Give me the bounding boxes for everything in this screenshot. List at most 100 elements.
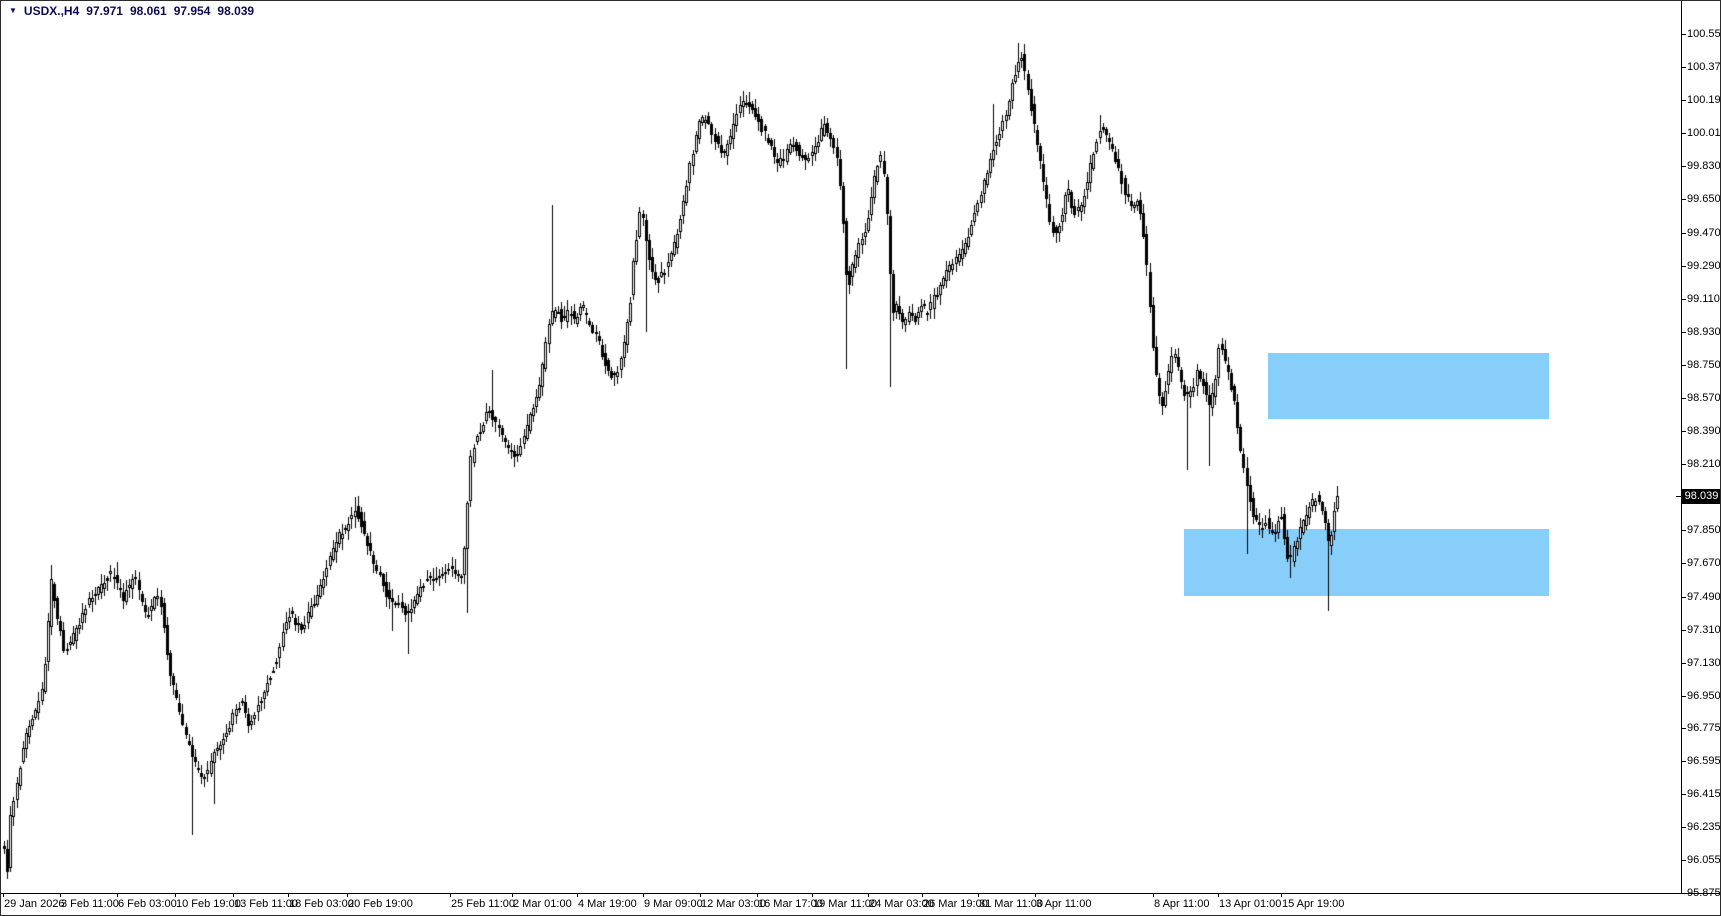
time-tick-label: 31 Mar 11:00 [979, 898, 1044, 910]
price-tick-mark [1681, 663, 1686, 664]
price-tick-mark [1681, 133, 1686, 134]
price-tick-mark [1681, 34, 1686, 35]
time-tick-label: 8 Apr 11:00 [1154, 898, 1210, 910]
price-tick-label: 99.650 [1687, 193, 1721, 205]
price-tick-mark [1681, 67, 1686, 68]
time-tick-label: 4 Mar 19:00 [578, 898, 637, 910]
price-tick-label: 96.950 [1687, 690, 1721, 702]
time-tick-label: 18 Feb 03:00 [289, 898, 354, 910]
time-tick-label: 6 Feb 03:00 [118, 898, 177, 910]
price-tick-label: 97.310 [1687, 624, 1721, 636]
time-tick-label: 26 Mar 19:00 [923, 898, 988, 910]
time-tick-mark [233, 893, 234, 897]
time-tick-label: 19 Mar 11:00 [813, 898, 878, 910]
time-tick-mark [3, 893, 4, 897]
price-tick-label: 99.830 [1687, 160, 1721, 172]
price-tick-mark [1681, 827, 1686, 828]
price-tick-label: 98.570 [1687, 392, 1721, 404]
price-tick-mark [1681, 166, 1686, 167]
time-tick-label: 25 Feb 11:00 [451, 898, 516, 910]
time-tick-mark [978, 893, 979, 897]
price-tick-mark [1681, 233, 1686, 234]
time-tick-mark [868, 893, 869, 897]
price-tick-mark [1681, 398, 1686, 399]
price-tick-label: 96.055 [1687, 854, 1721, 866]
dropdown-arrow-icon[interactable]: ▼ [9, 6, 17, 15]
price-axis-line[interactable] [1681, 1, 1682, 893]
price-tick-mark [1681, 597, 1686, 598]
time-tick-mark [1153, 893, 1154, 897]
price-tick-label: 96.595 [1687, 755, 1721, 767]
price-tick-label: 96.235 [1687, 821, 1721, 833]
time-tick-label: 3 Apr 11:00 [1036, 898, 1092, 910]
price-tick-label: 97.490 [1687, 591, 1721, 603]
price-tick-label: 98.930 [1687, 326, 1721, 338]
ohlc-low-value: 97.954 [173, 4, 211, 18]
price-tick-label: 98.750 [1687, 359, 1721, 371]
time-tick-mark [1281, 893, 1282, 897]
price-tick-mark [1681, 563, 1686, 564]
price-tick-mark [1681, 761, 1686, 762]
time-tick-label: 13 Feb 11:00 [234, 898, 299, 910]
price-tick-mark [1681, 728, 1686, 729]
time-tick-mark [450, 893, 451, 897]
price-tick-label: 95.875 [1687, 887, 1721, 899]
price-tick-label: 99.110 [1687, 293, 1720, 305]
price-tick-mark [1681, 696, 1686, 697]
price-tick-mark [1681, 530, 1686, 531]
symbol-period-label: USDX.,H4 [23, 4, 80, 18]
time-tick-mark [922, 893, 923, 897]
time-tick-mark [700, 893, 701, 897]
time-tick-mark [757, 893, 758, 897]
price-tick-label: 98.390 [1687, 425, 1721, 437]
time-tick-mark [347, 893, 348, 897]
ohlc-close-value: 98.039 [217, 4, 255, 18]
time-tick-label: 15 Apr 19:00 [1282, 898, 1345, 910]
time-tick-mark [643, 893, 644, 897]
time-tick-label: 9 Mar 09:00 [644, 898, 703, 910]
price-tick-mark [1681, 199, 1686, 200]
time-tick-mark [288, 893, 289, 897]
time-tick-label: 24 Mar 03:00 [869, 898, 934, 910]
price-tick-label: 96.415 [1687, 788, 1721, 800]
time-tick-mark [812, 893, 813, 897]
time-tick-label: 12 Mar 03:00 [701, 898, 766, 910]
symbol-title: ▼ USDX.,H4 97.971 98.061 97.954 98.039 [9, 4, 254, 18]
price-tick-label: 99.290 [1687, 260, 1721, 272]
time-tick-mark [1035, 893, 1036, 897]
ohlc-high-value: 98.061 [129, 4, 167, 18]
time-tick-mark [117, 893, 118, 897]
price-tick-mark [1681, 365, 1686, 366]
price-tick-mark [1681, 100, 1686, 101]
price-tick-label: 100.550 [1687, 28, 1721, 40]
price-tick-label: 97.850 [1687, 524, 1721, 536]
price-tick-label: 96.775 [1687, 722, 1721, 734]
price-tick-mark [1681, 893, 1686, 894]
price-tick-label: 98.210 [1687, 458, 1721, 470]
price-tick-mark [1681, 630, 1686, 631]
price-tick-label: 100.010 [1687, 127, 1721, 139]
ohlc-open-value: 97.971 [86, 4, 123, 18]
price-tick-label: 100.190 [1687, 94, 1721, 106]
price-tick-mark [1681, 464, 1686, 465]
price-tick-mark [1681, 332, 1686, 333]
price-tick-label: 99.470 [1687, 227, 1721, 239]
price-tick-label: 100.370 [1687, 61, 1721, 73]
current-price-label: 98.039 [1676, 489, 1720, 504]
price-tick-mark [1681, 431, 1686, 432]
time-tick-label: 20 Feb 19:00 [348, 898, 413, 910]
time-tick-label: 3 Feb 11:00 [61, 898, 119, 910]
time-tick-label: 13 Apr 01:00 [1219, 898, 1282, 910]
price-tick-mark [1681, 860, 1686, 861]
time-tick-mark [577, 893, 578, 897]
time-axis-line[interactable] [1, 893, 1720, 894]
time-tick-mark [1218, 893, 1219, 897]
price-tick-mark [1681, 794, 1686, 795]
time-tick-label: 2 Mar 01:00 [513, 898, 572, 910]
price-tick-mark [1681, 299, 1686, 300]
price-tick-label: 97.670 [1687, 557, 1721, 569]
time-tick-label: 16 Mar 17:00 [758, 898, 823, 910]
price-tick-label: 97.130 [1687, 657, 1721, 669]
